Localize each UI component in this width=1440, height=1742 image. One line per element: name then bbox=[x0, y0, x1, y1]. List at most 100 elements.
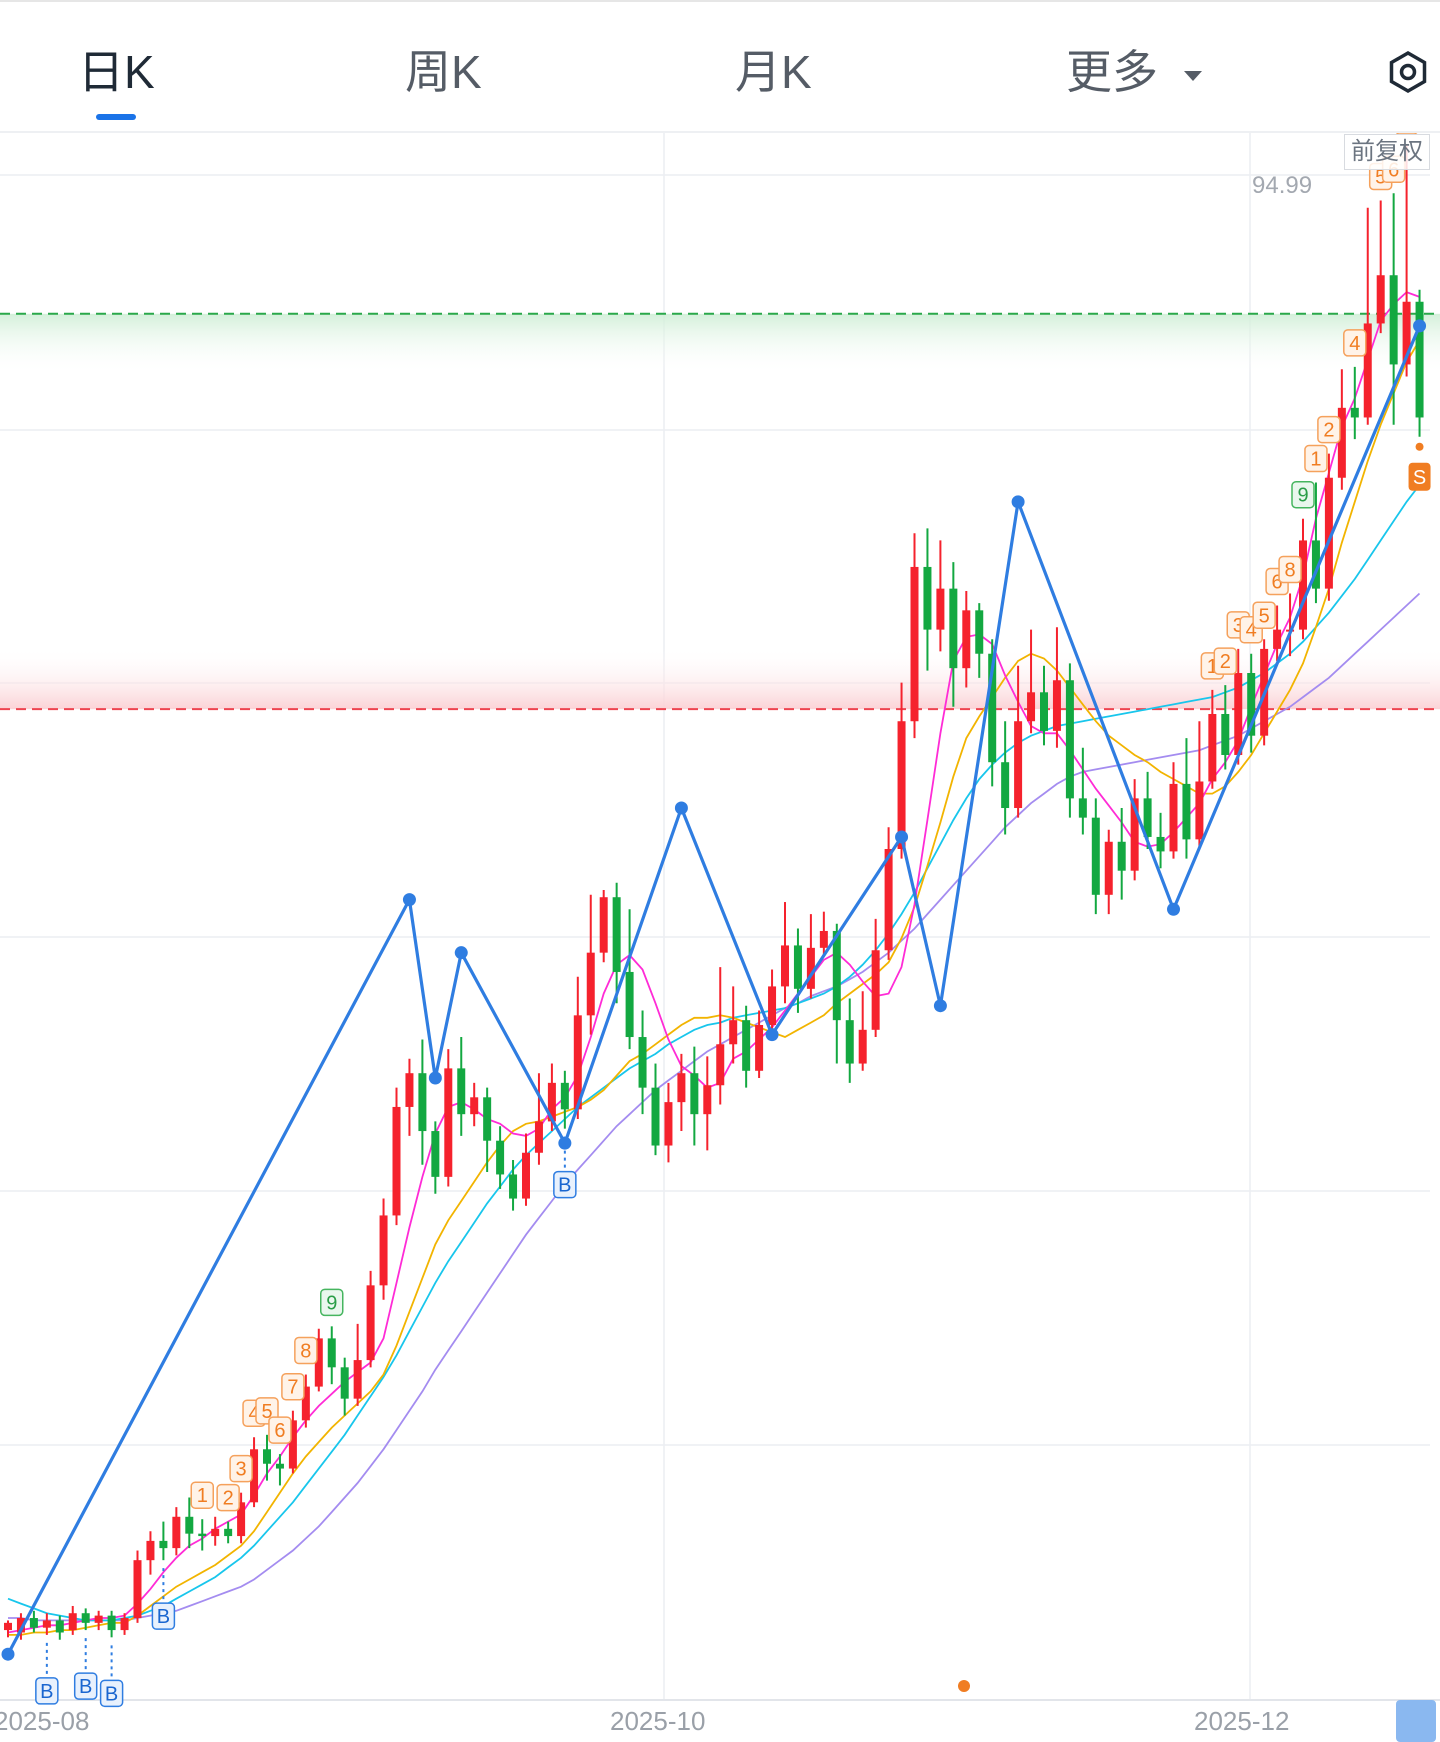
candle-body bbox=[871, 950, 880, 1030]
candle-body bbox=[120, 1618, 129, 1631]
resistance-zone bbox=[0, 313, 1440, 374]
candle-body bbox=[1014, 721, 1023, 809]
candle bbox=[1350, 366, 1359, 440]
candle-body bbox=[263, 1449, 271, 1464]
candle bbox=[664, 1082, 673, 1163]
td-sell-count: 5 bbox=[255, 1397, 279, 1425]
candle-body bbox=[340, 1367, 349, 1399]
td-sell-count: 3 bbox=[229, 1454, 253, 1483]
candle-body bbox=[237, 1502, 246, 1537]
candle-body bbox=[133, 1560, 142, 1619]
candle bbox=[1014, 665, 1023, 818]
candle-body bbox=[444, 1068, 453, 1177]
td-buy-count: 9 bbox=[1291, 480, 1315, 509]
candle-body bbox=[1299, 540, 1307, 630]
candle bbox=[405, 1058, 414, 1136]
tab-weekly-k[interactable]: 周K bbox=[405, 46, 482, 98]
candle-body bbox=[496, 1140, 505, 1175]
candle-body bbox=[1130, 798, 1139, 871]
candle-body bbox=[1376, 275, 1385, 324]
td-sell-count-text: 1 bbox=[197, 1485, 208, 1507]
x-tick-label: 2025-10 bbox=[610, 1706, 706, 1736]
candle-body bbox=[483, 1097, 492, 1141]
td-sell-count: 1 bbox=[1304, 444, 1328, 473]
td-sell-count-box bbox=[1252, 601, 1276, 630]
scroll-corner-button[interactable] bbox=[1396, 1700, 1436, 1742]
td-sell-count-text: 4 bbox=[1349, 333, 1360, 355]
tab-daily-k[interactable]: 日K bbox=[78, 46, 155, 98]
candle bbox=[1234, 648, 1243, 765]
td-sell-count: 5 bbox=[1252, 601, 1276, 630]
candle-body bbox=[664, 1102, 673, 1146]
candle-body bbox=[1091, 817, 1100, 895]
candle-body bbox=[1221, 713, 1230, 755]
candle-body bbox=[327, 1338, 336, 1368]
tab-monthly-k[interactable]: 月K bbox=[735, 46, 812, 98]
tab-more-label: 更多 bbox=[1066, 46, 1158, 98]
candle-body bbox=[1273, 629, 1282, 649]
buy-marker-text: B bbox=[40, 1681, 53, 1703]
candle-body bbox=[1078, 798, 1087, 818]
adjust-mode-label[interactable]: 前复权 bbox=[1344, 134, 1430, 170]
td-sell-count-box bbox=[229, 1454, 253, 1483]
candle-body bbox=[534, 1121, 543, 1153]
tab-more[interactable]: 更多 bbox=[1066, 40, 1202, 104]
buy-marker-text: B bbox=[157, 1606, 170, 1628]
ma5-line bbox=[7, 291, 1420, 1634]
zigzag-pivot bbox=[428, 1071, 442, 1085]
td-buy-count-box bbox=[320, 1288, 344, 1317]
td-sell-count-text: 8 bbox=[1284, 559, 1295, 581]
candle bbox=[1182, 738, 1191, 859]
td-sell-count-box bbox=[1213, 647, 1238, 675]
period-tabs: 日K 周K 月K 更多 bbox=[0, 0, 1440, 133]
candle-body bbox=[716, 1044, 725, 1086]
buy-marker-box bbox=[73, 1672, 98, 1700]
candle bbox=[716, 967, 725, 1105]
candle-body bbox=[1311, 540, 1320, 589]
candle bbox=[107, 1610, 116, 1638]
moving-averages bbox=[7, 291, 1421, 1636]
candle bbox=[1065, 663, 1074, 818]
candle bbox=[250, 1437, 259, 1508]
candle bbox=[975, 603, 984, 678]
candle-body bbox=[845, 1020, 854, 1064]
td-sell-count-text: 5 bbox=[1259, 605, 1270, 627]
candle-body bbox=[923, 566, 932, 630]
td-sell-count-text: 4 bbox=[1246, 620, 1257, 642]
candle bbox=[327, 1326, 336, 1385]
candle bbox=[560, 1070, 569, 1129]
candle-body bbox=[768, 986, 777, 1025]
buy-marker-box bbox=[35, 1677, 59, 1705]
candle bbox=[949, 562, 958, 707]
td-sell-count: 2 bbox=[1213, 647, 1238, 675]
candle bbox=[819, 911, 828, 956]
candle bbox=[496, 1126, 505, 1189]
candle bbox=[1169, 762, 1178, 859]
buy-marker-text: B bbox=[105, 1683, 118, 1705]
td-sell-count-box bbox=[1317, 415, 1341, 444]
candle bbox=[431, 1121, 440, 1194]
candle bbox=[120, 1613, 129, 1635]
candle-body bbox=[781, 945, 789, 987]
candle-body bbox=[586, 952, 595, 1016]
td-buy-count-text: 9 bbox=[1297, 485, 1308, 507]
candle-body bbox=[962, 610, 971, 669]
td-buy-count: 9 bbox=[320, 1288, 344, 1317]
candle-body bbox=[975, 610, 984, 654]
candle-body bbox=[1208, 713, 1217, 782]
high-price-label: 94.99 bbox=[1252, 172, 1313, 199]
event-dot bbox=[958, 1680, 970, 1692]
td-sell-count: 7 bbox=[281, 1372, 305, 1401]
td-buy-count-box bbox=[1291, 480, 1315, 509]
candle-body bbox=[547, 1082, 556, 1122]
kline-chart[interactable]: 12345678912345689124564BBBBBS bbox=[0, 133, 1440, 1742]
td-sell-count-text: 8 bbox=[300, 1341, 311, 1363]
candle bbox=[729, 986, 738, 1064]
candle-body bbox=[1027, 692, 1036, 722]
candle bbox=[185, 1497, 194, 1549]
td-sell-count-box bbox=[1278, 555, 1302, 584]
hexagon-settings-icon[interactable] bbox=[1386, 50, 1430, 94]
candle-body bbox=[94, 1615, 103, 1623]
candle-body bbox=[858, 1029, 867, 1064]
candle bbox=[1195, 721, 1204, 847]
